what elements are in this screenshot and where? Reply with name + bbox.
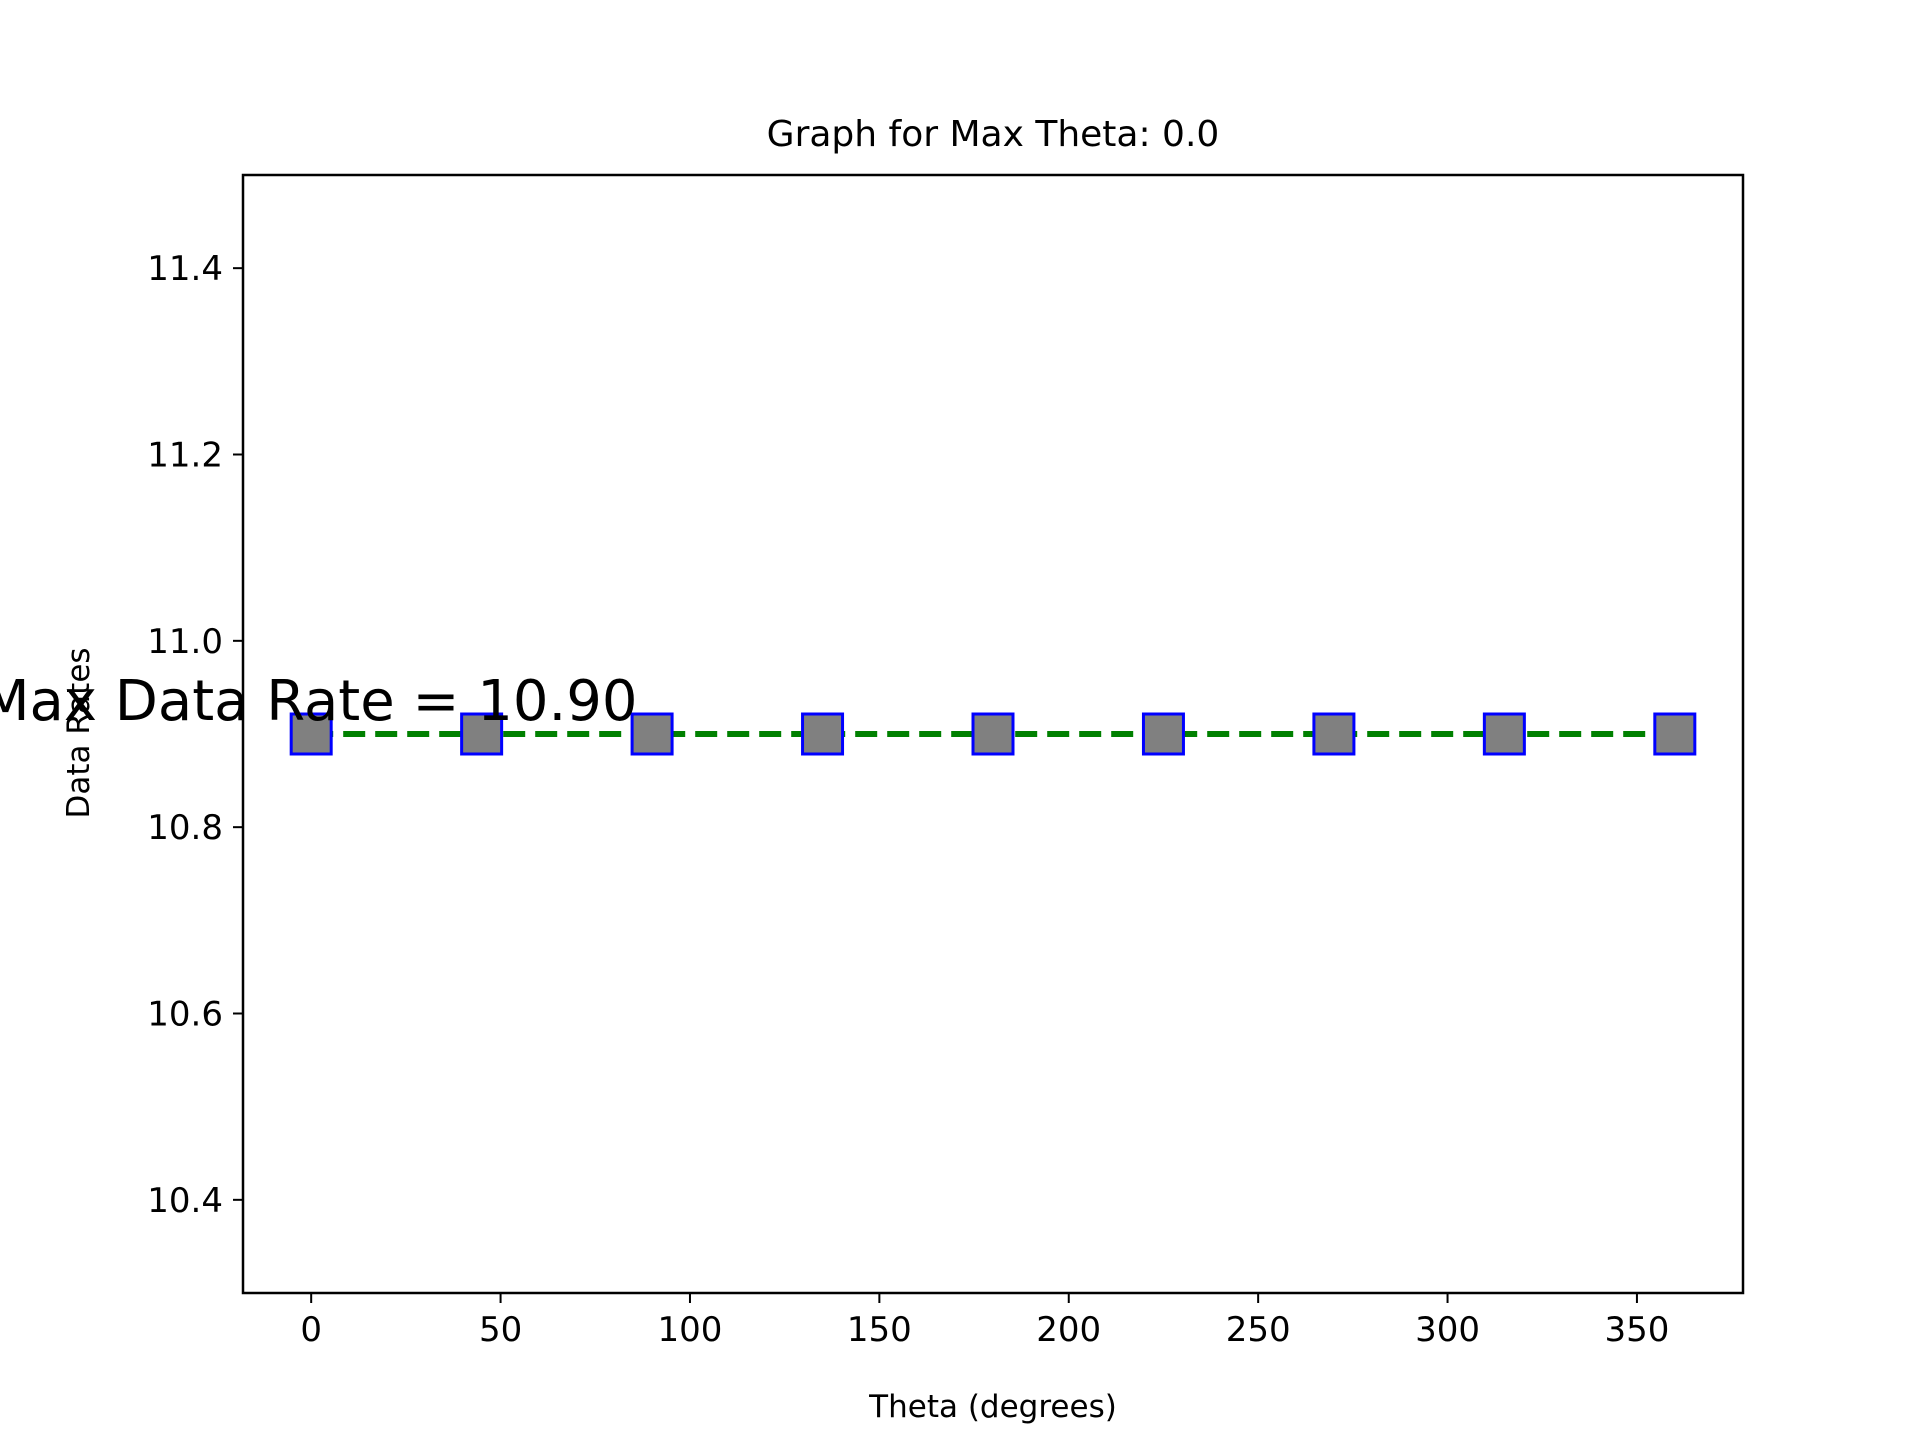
y-tick-label: 10.6 xyxy=(147,995,223,1035)
x-axis-label: Theta (degrees) xyxy=(868,1389,1117,1425)
y-tick-label: 11.2 xyxy=(147,436,223,476)
data-point-marker xyxy=(801,712,845,756)
x-tick-label: 50 xyxy=(479,1310,522,1350)
x-tick-label: 300 xyxy=(1415,1310,1480,1350)
y-tick-label: 10.4 xyxy=(147,1181,223,1221)
data-point-marker xyxy=(971,712,1015,756)
x-tick-label: 100 xyxy=(658,1310,723,1350)
data-point-marker xyxy=(460,712,504,756)
y-tick-label: 11.0 xyxy=(147,622,223,662)
data-point-marker xyxy=(289,712,333,756)
x-tick-label: 350 xyxy=(1604,1310,1669,1350)
data-point-marker xyxy=(630,712,674,756)
data-point-marker xyxy=(1653,712,1697,756)
plot-area: 0 50 100 150 200 250 300 350 10.4 10.6 10.8 11.0 11.… xyxy=(147,173,1745,1350)
x-tick-label: 150 xyxy=(847,1310,912,1350)
data-point-marker xyxy=(1312,712,1356,756)
chart-title: Graph for Max Theta: 0.0 xyxy=(767,114,1220,155)
y-tick-label: 10.8 xyxy=(147,808,223,848)
data-point-marker xyxy=(1482,712,1526,756)
max-data-rate-annotation: Max Data Rate = 10.90 xyxy=(0,669,638,734)
axes-frame xyxy=(241,173,1745,1295)
x-tick-label: 250 xyxy=(1226,1310,1291,1350)
y-axis-label: Data Rates xyxy=(61,647,97,818)
x-tick-label: 200 xyxy=(1036,1310,1101,1350)
x-tick-label: 0 xyxy=(300,1310,322,1350)
y-tick-label: 11.4 xyxy=(147,249,223,289)
data-point-marker xyxy=(1141,712,1185,756)
